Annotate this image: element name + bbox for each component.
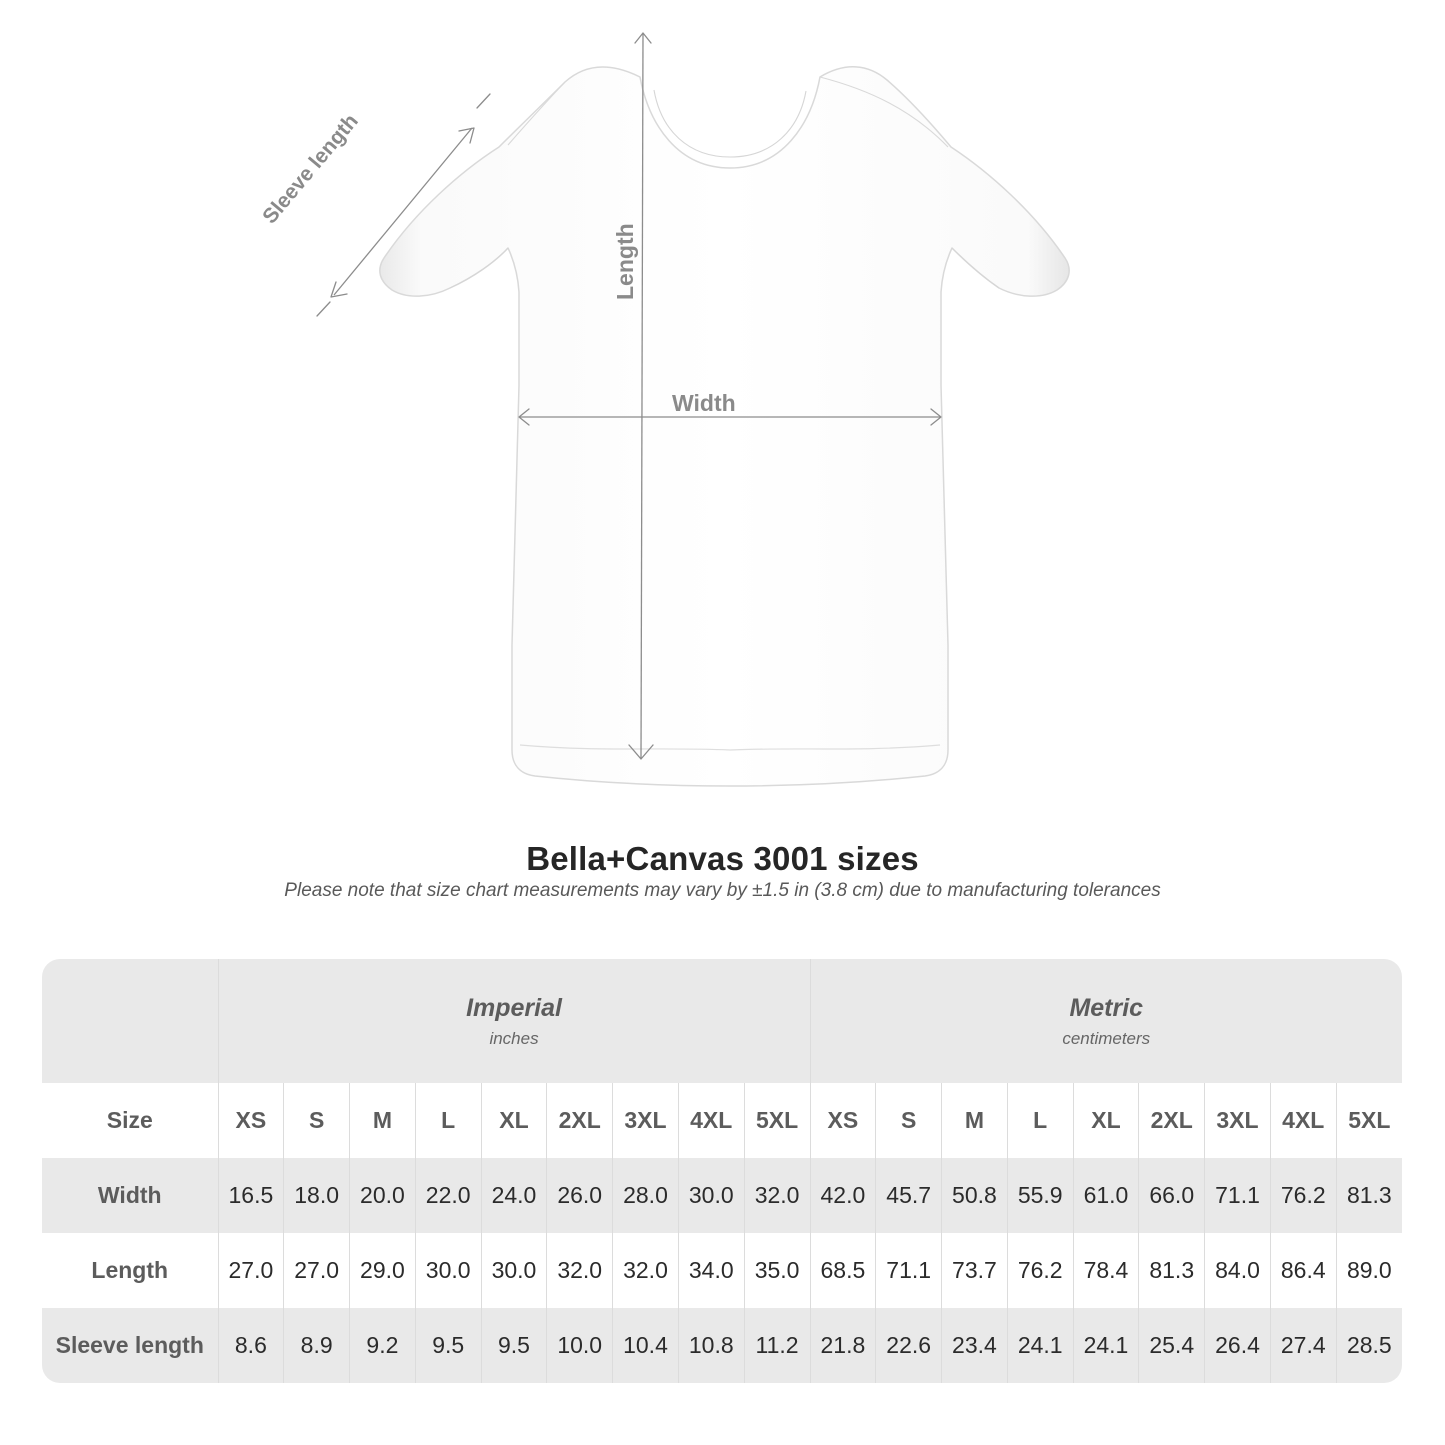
svg-text:Sleeve length: Sleeve length xyxy=(258,110,363,228)
svg-text:Length: Length xyxy=(612,223,638,300)
svg-text:Width: Width xyxy=(672,390,736,416)
